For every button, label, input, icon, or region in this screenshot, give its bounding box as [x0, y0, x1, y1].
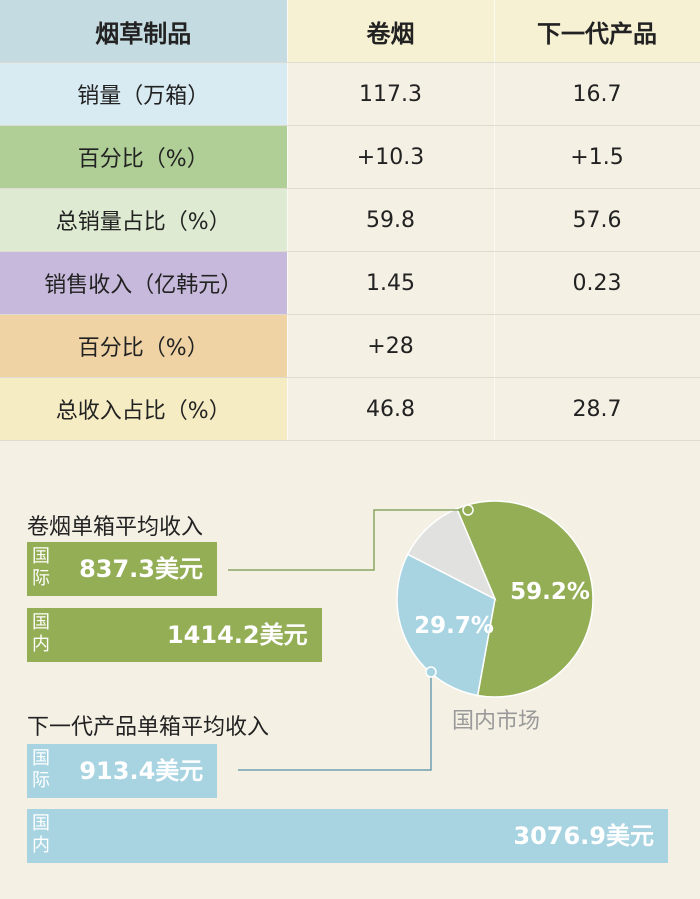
- bar-category-label: 国内: [32, 813, 50, 856]
- table-row: 销售收入（亿韩元） 1.45 0.23: [0, 251, 700, 315]
- row-label-cell: 百分比（%）: [0, 125, 288, 189]
- cigarette-domestic-bar: 国内 1414.2美元: [27, 608, 322, 662]
- ngp-value-cell: 0.23: [494, 251, 700, 315]
- ngp-intl-bar: 国际 913.4美元: [27, 744, 218, 798]
- row-label-cell: 销量（万箱）: [0, 62, 288, 126]
- bar-value-label: 1414.2美元: [166, 621, 308, 649]
- table-row: 总收入占比（%） 46.8 28.7: [0, 377, 700, 441]
- cigarette-value-cell: 1.45: [287, 251, 495, 315]
- bar-category-label: 国际: [32, 546, 50, 589]
- comparison-table: 烟草制品 卷烟 下一代产品 销量（万箱） 117.3 16.7 百分比（%） +10.3…: [0, 0, 700, 441]
- pie-slice-label: 59.2%: [510, 579, 590, 605]
- cigarette-intl-bar: 国际 837.3美元: [27, 542, 217, 596]
- ngp-domestic-bar: 国内 3076.9美元: [27, 809, 668, 863]
- pie-slice-ngp: [396, 553, 496, 697]
- cigarette-connector-dot: [462, 504, 474, 516]
- ngp-value-cell: 28.7: [494, 377, 700, 441]
- row-label-cell: 销售收入（亿韩元）: [0, 251, 288, 315]
- bar-value-label: 913.4美元: [79, 757, 204, 785]
- cigarette-value-cell: 46.8: [287, 377, 495, 441]
- row-label-cell: 百分比（%）: [0, 314, 288, 378]
- header-cell-category: 烟草制品: [0, 0, 288, 63]
- header-cell-ngp: 下一代产品: [494, 0, 700, 63]
- pie-slice-cigarette: [455, 500, 594, 698]
- cigarette-value-cell: 117.3: [287, 62, 495, 126]
- row-label-cell: 总销量占比（%）: [0, 188, 288, 252]
- table-row: 百分比（%） +28: [0, 314, 700, 378]
- ngp-connector-dot: [425, 666, 437, 678]
- table-row: 销量（万箱） 117.3 16.7: [0, 62, 700, 126]
- row-label-cell: 总收入占比（%）: [0, 377, 288, 441]
- pie-slice-other: [406, 507, 497, 601]
- header-cell-cigarette: 卷烟: [287, 0, 495, 63]
- ngp-section-title: 下一代产品单箱平均收入: [27, 715, 270, 740]
- ngp-value-cell: +1.5: [494, 125, 700, 189]
- table-header-row: 烟草制品 卷烟 下一代产品: [0, 0, 700, 63]
- cigarette-connector-line: [228, 509, 468, 571]
- pie-slice-label: 29.7%: [414, 613, 494, 639]
- cigarette-section-title: 卷烟单箱平均收入: [27, 515, 204, 540]
- cigarette-value-cell: 59.8: [287, 188, 495, 252]
- bar-category-label: 国内: [32, 612, 50, 655]
- bar-value-label: 3076.9美元: [513, 822, 654, 850]
- bar-category-label: 国际: [32, 748, 50, 791]
- cigarette-value-cell: +28: [287, 314, 495, 378]
- table-row: 总销量占比（%） 59.8 57.6: [0, 188, 700, 252]
- pie-caption: 国内市场: [452, 709, 541, 734]
- cigarette-value-cell: +10.3: [287, 125, 495, 189]
- ngp-value-cell: 16.7: [494, 62, 700, 126]
- bar-value-label: 837.3美元: [79, 555, 203, 583]
- ngp-value-cell: 57.6: [494, 188, 700, 252]
- table-row: 百分比（%） +10.3 +1.5: [0, 125, 700, 189]
- ngp-value-cell: [494, 314, 700, 378]
